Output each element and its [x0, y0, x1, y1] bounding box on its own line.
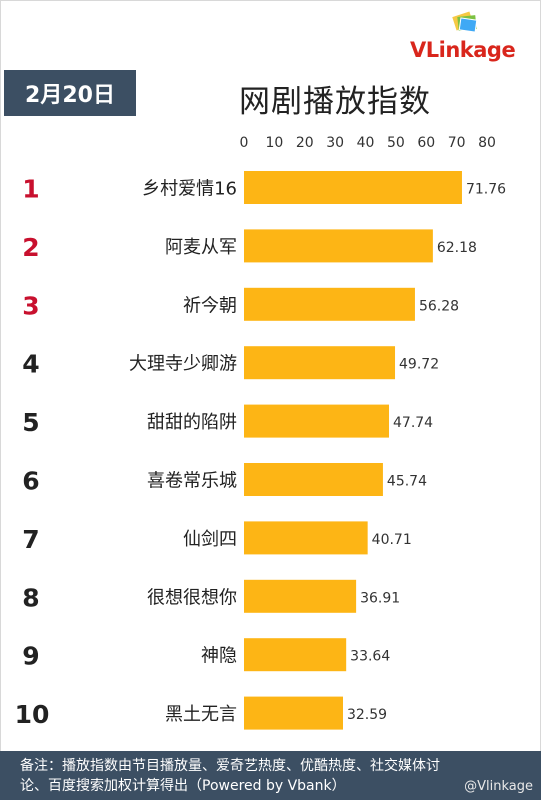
rank-number: 1: [22, 175, 39, 204]
bar: [244, 229, 433, 263]
bar-chart: 0 10 20 30 40 50 60 70 80 1 乡村爱情16 71.76 2 阿麦从军 62.18 3…: [15, 135, 506, 730]
category-label: 乡村爱情16: [142, 179, 237, 200]
category-label: 仙剑四: [183, 529, 237, 550]
x-tick-label: 50: [387, 135, 405, 151]
vlinkage-logo: VLinkage: [410, 11, 536, 62]
x-tick-label: 30: [326, 135, 344, 151]
category-label: 喜卷常乐城: [147, 471, 237, 492]
date-badge: 2月20日: [4, 70, 136, 116]
rank-number: 6: [22, 467, 39, 496]
rank-number: 10: [15, 700, 50, 729]
bar: [244, 346, 396, 380]
category-label: 大理寺少卿游: [129, 354, 237, 375]
bar: [244, 463, 383, 496]
value-label: 47.74: [393, 415, 433, 431]
value-label: 32.59: [347, 707, 387, 723]
category-label: 神隐: [201, 646, 237, 667]
logo-cards-icon: [452, 11, 478, 33]
value-label: 49.72: [399, 357, 439, 373]
value-label: 71.76: [466, 182, 506, 198]
rank-number: 7: [22, 525, 39, 554]
rank-number: 9: [22, 642, 39, 671]
x-tick-label: 60: [417, 135, 435, 151]
rank-number: 5: [22, 408, 39, 437]
rank-number: 8: [22, 583, 39, 612]
rank-number: 3: [22, 291, 39, 320]
rank-number: 4: [22, 350, 39, 379]
chart-title: 网剧播放指数: [239, 84, 431, 120]
category-label: 甜甜的陷阱: [147, 412, 237, 433]
value-label: 40.71: [372, 532, 412, 548]
value-label: 33.64: [350, 649, 390, 665]
x-tick-label: 40: [357, 135, 375, 151]
footer-note-line-1: 备注：播放指数由节目播放量、爱奇艺热度、优酷热度、社交媒体讨: [20, 758, 440, 774]
weibo-watermark: @Vlinkage: [464, 779, 533, 794]
x-tick-label: 70: [448, 135, 466, 151]
value-label: 45.74: [387, 474, 427, 490]
rank-number: 2: [22, 233, 39, 262]
bar: [244, 638, 347, 672]
footer-note: 备注：播放指数由节目播放量、爱奇艺热度、优酷热度、社交媒体讨 论、百度搜索加权计…: [0, 751, 541, 800]
x-tick-label: 80: [478, 135, 496, 151]
footer-note-line-2: 论、百度搜索加权计算得出（Powered by Vbank）: [20, 778, 346, 794]
bar: [244, 696, 343, 730]
bar: [244, 404, 390, 438]
bar: [244, 287, 415, 321]
value-label: 62.18: [437, 240, 477, 256]
bar: [244, 171, 462, 204]
bar: [244, 579, 357, 613]
date-label: 2月20日: [25, 83, 115, 108]
value-label: 36.91: [360, 590, 400, 606]
logo-wordmark: VLinkage: [410, 38, 516, 62]
bar: [244, 521, 368, 555]
x-tick-label: 10: [265, 135, 283, 151]
category-label: 祈今朝: [183, 295, 237, 316]
category-label: 很想很想你: [147, 587, 237, 608]
category-label: 阿麦从军: [165, 237, 237, 258]
value-label: 56.28: [419, 298, 459, 314]
x-tick-label: 0: [240, 135, 249, 151]
x-tick-label: 20: [296, 135, 314, 151]
category-label: 黑土无言: [165, 704, 237, 725]
